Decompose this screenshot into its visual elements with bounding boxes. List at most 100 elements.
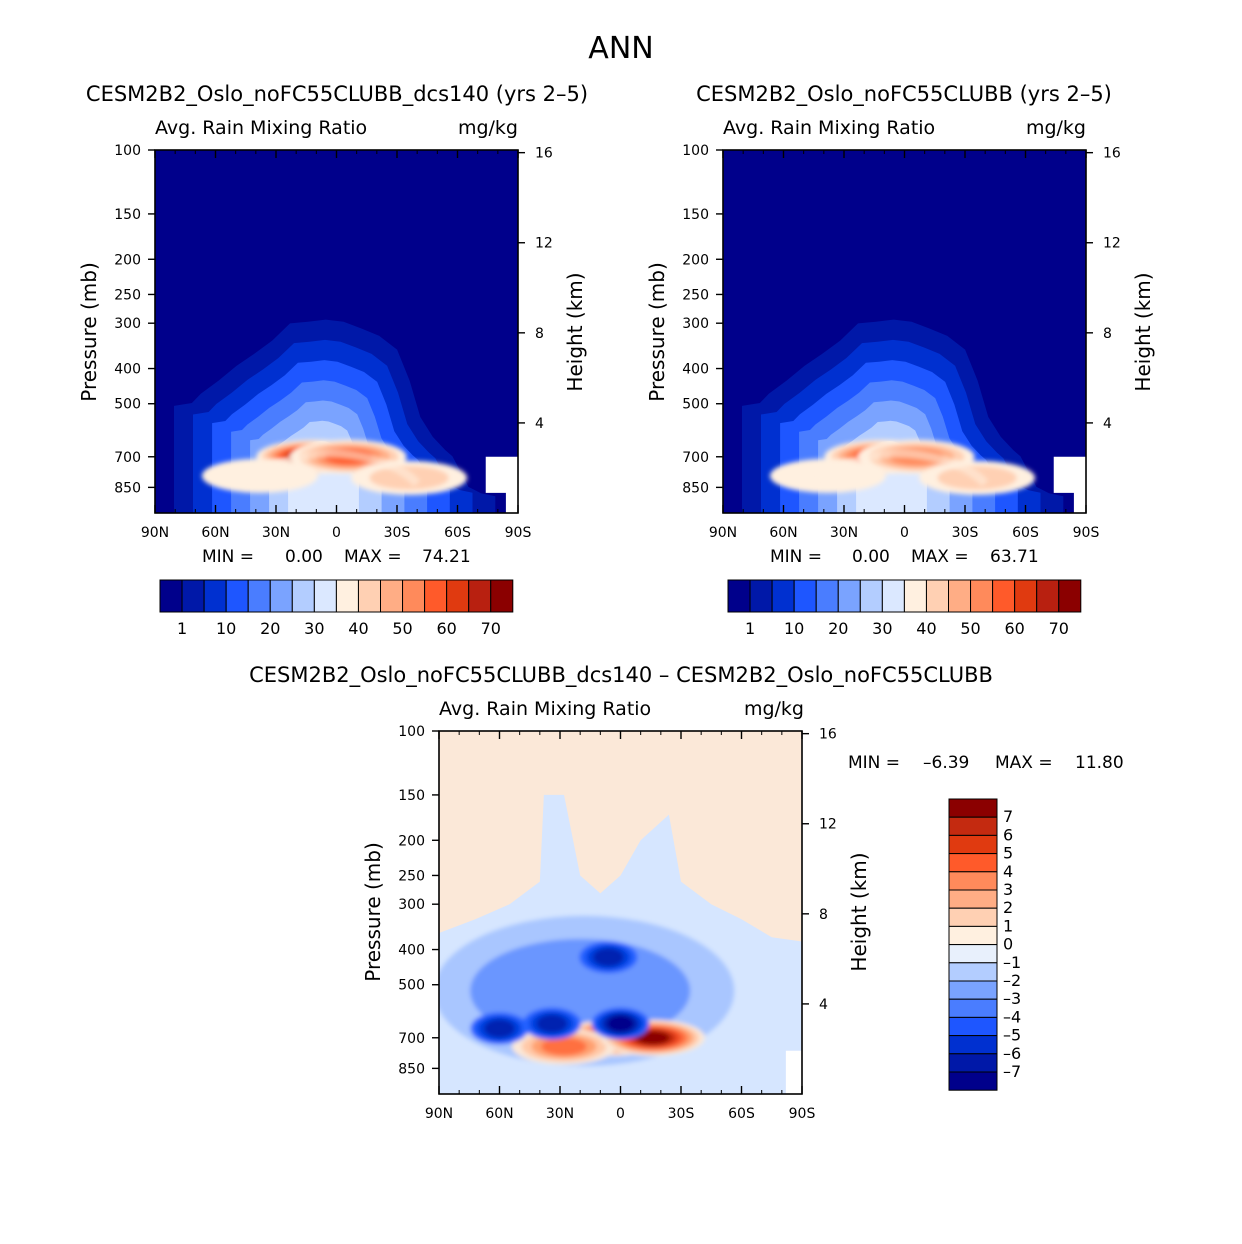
colorbar-swatch-3: [793, 579, 817, 613]
diff-extreme-1-level-4: [541, 1037, 587, 1056]
units-label: mg/kg: [744, 698, 804, 720]
max-value: 63.71: [990, 547, 1039, 567]
panel-title: CESM2B2_Oslo_noFC55CLUBB (yrs 2–5): [696, 82, 1112, 107]
colorbar-swatch-10: [948, 980, 998, 1000]
x-tick-label: 30N: [546, 1106, 574, 1122]
field-label: Avg. Rain Mixing Ratio: [439, 698, 651, 720]
warm-band: [241, 448, 421, 488]
min-value: –6.39: [923, 753, 969, 773]
colorbar-label: 5: [1003, 844, 1013, 863]
y-tick-label: 100: [114, 143, 141, 159]
max-label: MAX =: [344, 547, 402, 567]
colorbar-swatch-2: [771, 579, 795, 613]
y-tick-label: 850: [682, 480, 709, 496]
colorbar-label: 40: [916, 619, 936, 638]
colorbar-label: 1: [745, 619, 755, 638]
colorbar-swatch-7: [948, 925, 998, 946]
plot-field: [155, 150, 518, 513]
y-tick-label: 300: [398, 897, 425, 913]
y-tick-label: 150: [398, 788, 425, 804]
colorbar-label: –1: [1003, 953, 1021, 972]
y-tick-label: 850: [114, 480, 141, 496]
colorbar-swatch-4: [948, 871, 998, 891]
colorbar-label: 7: [1003, 807, 1013, 826]
colorbar-label: 50: [960, 619, 980, 638]
colorbar-swatch-5: [269, 579, 293, 613]
x-tick-label: 60S: [728, 1106, 755, 1122]
colorbar-swatch-3: [948, 853, 998, 873]
colorbar-swatch-6: [859, 579, 883, 613]
field-label: Avg. Rain Mixing Ratio: [155, 117, 367, 139]
units-label: mg/kg: [458, 117, 518, 139]
colorbar-label: 4: [1003, 862, 1013, 881]
colorbar-swatch-5: [948, 889, 998, 909]
colorbar-swatch-9: [357, 579, 382, 613]
x-tick-label: 0: [332, 525, 341, 541]
colorbar-swatch-12: [992, 579, 1016, 613]
panel-difference: CESM2B2_Oslo_noFC55CLUBB_dcs140 – CESM2B…: [249, 663, 1124, 1122]
diff-extreme-5-level-5: [484, 1019, 515, 1038]
diff-extreme-3-level-6: [607, 1015, 634, 1032]
x-tick-label: 30S: [384, 525, 411, 541]
colorbar-swatch-14: [1036, 579, 1060, 613]
colorbar: 1 10 20 30 40 50 60 70: [159, 579, 514, 638]
colorbar-label: –4: [1003, 1007, 1021, 1026]
colorbar-swatch-12: [424, 579, 448, 613]
x-tick-label: 60N: [485, 1106, 513, 1122]
colorbar-swatch-1: [181, 579, 205, 613]
colorbar-swatch-8: [948, 944, 998, 964]
y-tick-label: 300: [682, 316, 709, 332]
y-axis-label: Pressure (mb): [361, 842, 385, 982]
colorbar-swatch-11: [402, 579, 426, 613]
max-value: 74.21: [422, 547, 471, 567]
colorbar-swatch-11: [970, 579, 994, 613]
min-label: MIN =: [770, 547, 822, 567]
colorbar-swatch-10: [948, 579, 972, 613]
diff-maxima-group: [439, 915, 735, 1066]
colorbar-swatch-6: [291, 579, 315, 613]
x-tick-label: 90S: [789, 1106, 816, 1122]
y-tick-label: 250: [114, 287, 141, 303]
colorbar-label: 70: [481, 619, 501, 638]
y-tick-label: 400: [398, 943, 425, 959]
missing-data-area: [1053, 456, 1086, 513]
axis-ticks: 100 150 200 250 300 400 500 700 850 16 12 8 4 90N 60N 3…: [398, 724, 837, 1122]
colorbar-label: 50: [392, 619, 412, 638]
colorbar-label: 60: [436, 619, 456, 638]
colorbar-swatch-1: [749, 579, 773, 613]
colorbar-label: 40: [348, 619, 368, 638]
diff-extreme-4-level-5: [536, 1014, 568, 1033]
x-tick-label: 30N: [262, 525, 290, 541]
x-tick-label: 60N: [201, 525, 229, 541]
colorbar-swatch-1: [948, 816, 998, 836]
x-tick-label: 90S: [505, 525, 532, 541]
colorbar-swatch-13: [948, 1035, 998, 1055]
panel-top-right: CESM2B2_Oslo_noFC55CLUBB (yrs 2–5) Avg. …: [645, 82, 1155, 638]
colorbar-label: 1: [1003, 916, 1013, 935]
colorbar-swatch-15: [490, 579, 514, 613]
colorbar-label: 10: [784, 619, 804, 638]
y-tick-label: 200: [398, 833, 425, 849]
height-tick-label: 16: [1103, 146, 1121, 162]
panel-title: CESM2B2_Oslo_noFC55CLUBB_dcs140 (yrs 2–5…: [86, 82, 588, 107]
min-label: MIN =: [848, 753, 900, 773]
colorbar-swatch-8: [335, 579, 359, 613]
max-label: MAX =: [995, 753, 1053, 773]
x-tick-label: 90N: [425, 1106, 453, 1122]
y-axis-label-right: Height (km): [563, 272, 587, 391]
height-tick-label: 8: [535, 326, 544, 342]
colorbar-label: 30: [304, 619, 324, 638]
colorbar-swatch-11: [948, 998, 998, 1018]
diff-extreme-2-level-7: [635, 1030, 670, 1045]
colorbar-label: 6: [1003, 825, 1013, 844]
colorbar-swatch-13: [1014, 579, 1038, 613]
y-tick-label: 850: [398, 1061, 425, 1077]
y-tick-label: 500: [398, 978, 425, 994]
colorbar-swatch-14: [468, 579, 492, 613]
diff-extreme-6-level-5: [593, 948, 624, 967]
height-tick-label: 4: [1103, 416, 1112, 432]
colorbar-label: 20: [260, 619, 280, 638]
plot-field: [439, 731, 802, 1094]
